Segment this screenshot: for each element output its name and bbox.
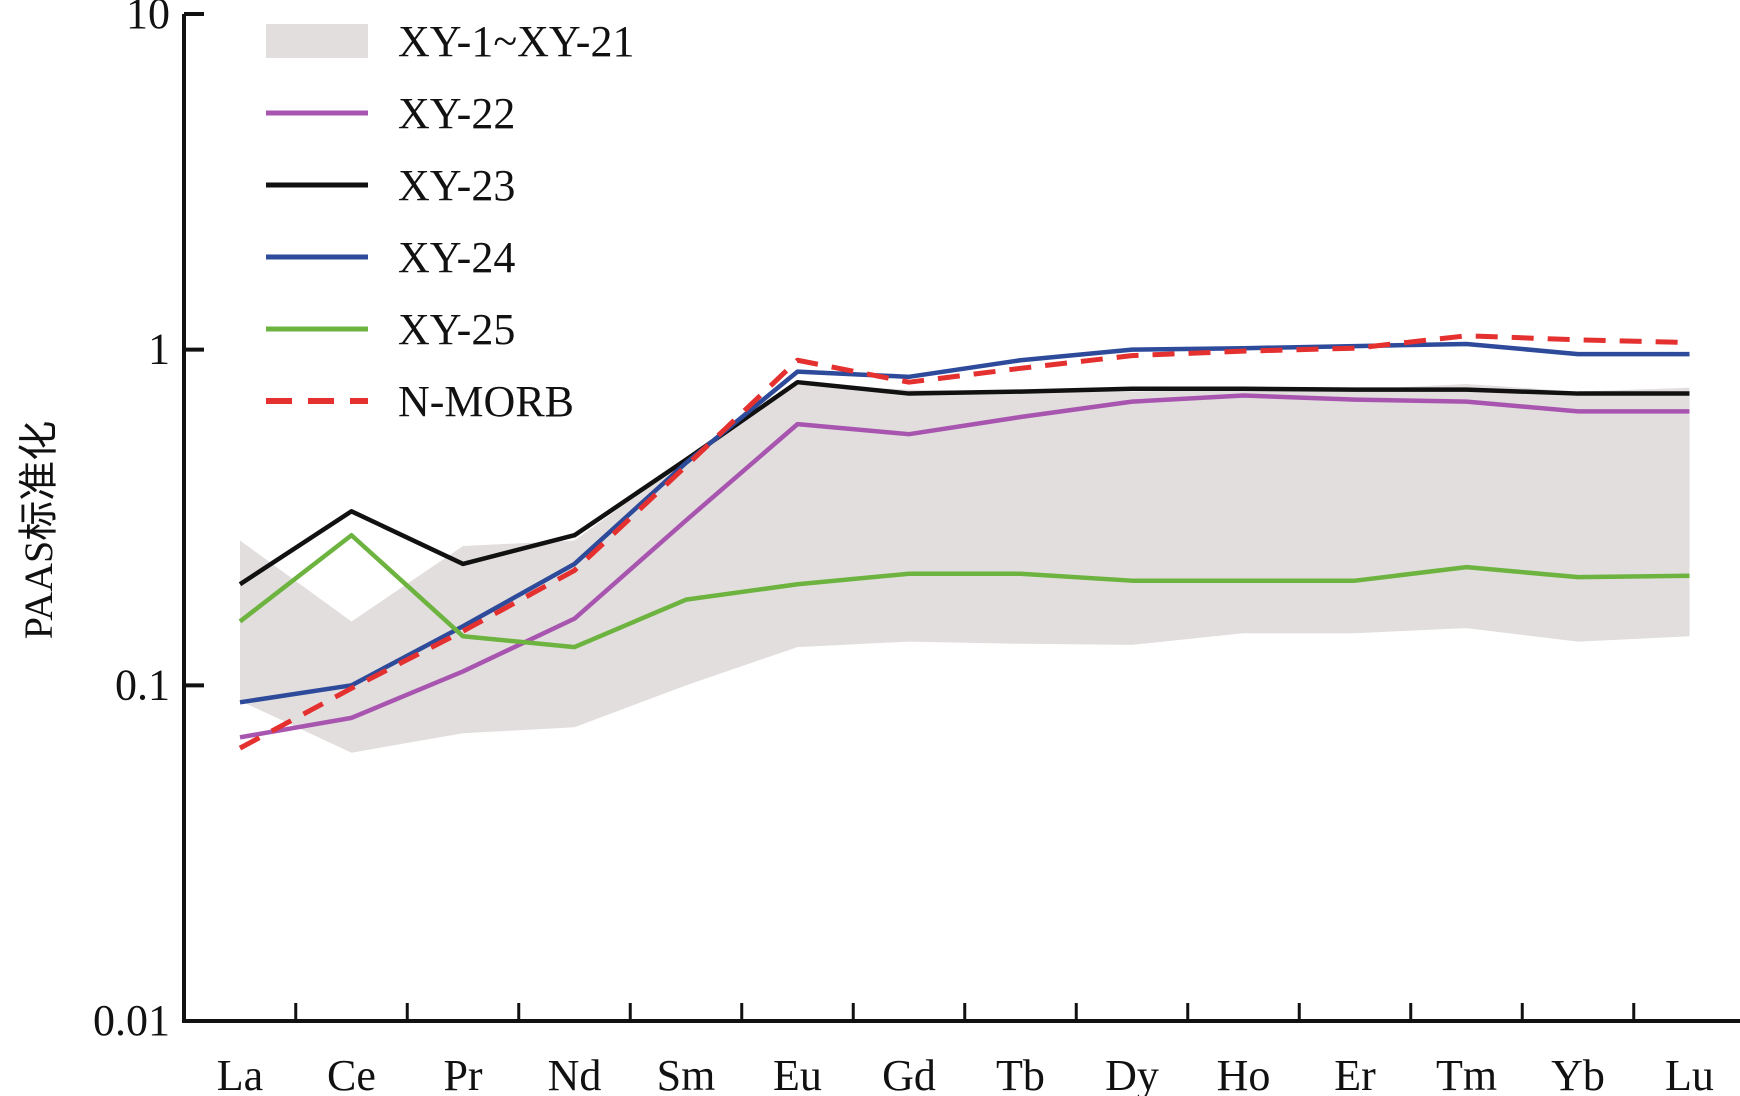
x-tick-label: Ce [327, 1051, 376, 1096]
x-tick-label: Tm [1436, 1051, 1497, 1096]
x-tick-label: Ho [1217, 1051, 1271, 1096]
y-tick-label: 0.01 [93, 996, 170, 1045]
axes-layer [182, 14, 1740, 1023]
x-ticks: La Ce Pr Nd Sm Eu Gd Tb Dy Ho Er Tm Yb Lu [217, 1003, 1714, 1096]
series-line-xy-23 [238, 379, 1690, 587]
x-tick-label: Yb [1551, 1051, 1605, 1096]
y-tick-label: 1 [148, 325, 170, 374]
series-line-xy-25 [238, 532, 1690, 650]
x-tick-label: Dy [1105, 1051, 1159, 1096]
legend: XY-1~XY-21 XY-22 XY-23 XY-24 XY-25 N-MORB [266, 17, 634, 426]
legend-swatch-band [266, 24, 368, 58]
y-ticks: 0.01 0.1 1 10 [93, 0, 204, 1045]
legend-label: XY-25 [398, 305, 515, 354]
x-tick-label: La [217, 1051, 263, 1096]
x-tick-label: Lu [1665, 1051, 1714, 1096]
series-line-xy-22 [239, 393, 1690, 740]
x-tick-label: Sm [657, 1051, 716, 1096]
legend-label: XY-22 [398, 89, 515, 138]
x-tick-label: Pr [443, 1051, 482, 1096]
legend-label: XY-23 [398, 161, 515, 210]
x-tick-label: Nd [548, 1051, 602, 1096]
y-axis-label: PAAS标准化 [16, 421, 61, 640]
range-band-layer [240, 384, 1690, 753]
legend-label: XY-24 [398, 233, 515, 282]
series-line-xy-24 [239, 341, 1690, 705]
legend-label: XY-1~XY-21 [398, 17, 634, 66]
y-tick-label: 10 [126, 0, 170, 38]
x-tick-label: Eu [773, 1051, 822, 1096]
legend-label: N-MORB [398, 377, 574, 426]
series-layer [238, 333, 1690, 751]
y-tick-label: 0.1 [115, 660, 170, 709]
x-tick-label: Tb [996, 1051, 1045, 1096]
series-line-n-morb [238, 333, 1690, 751]
x-tick-label: Gd [882, 1051, 936, 1096]
range-band-area [240, 384, 1690, 753]
x-tick-label: Er [1334, 1051, 1376, 1096]
